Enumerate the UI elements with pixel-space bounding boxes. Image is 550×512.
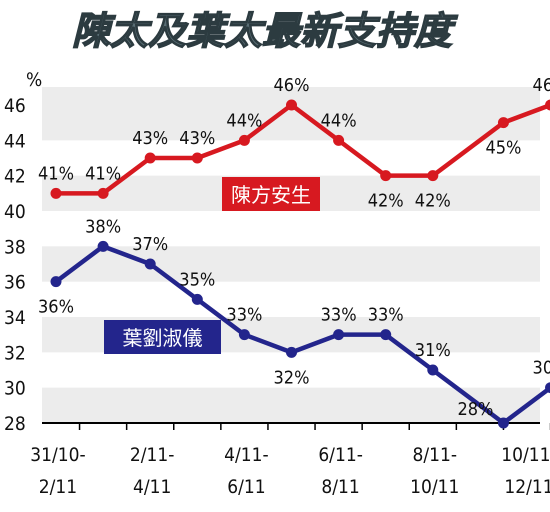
data-point bbox=[380, 170, 392, 182]
series-tag-label: 葉劉淑儀 bbox=[123, 326, 203, 350]
x-tick-label: 8/11 bbox=[321, 476, 359, 498]
data-point bbox=[286, 346, 297, 358]
grid-band bbox=[42, 105, 540, 141]
data-label: 31% bbox=[415, 340, 451, 361]
data-label: 44% bbox=[321, 110, 357, 131]
data-point bbox=[144, 152, 156, 164]
x-tick-label: 6/11- bbox=[318, 444, 363, 466]
y-tick-label: 38 bbox=[4, 236, 26, 258]
data-point bbox=[50, 276, 62, 288]
y-tick-label: 42 bbox=[4, 166, 26, 188]
y-tick-label: 36 bbox=[4, 272, 26, 294]
series-tag-box bbox=[104, 320, 221, 354]
data-label: 33% bbox=[226, 305, 262, 326]
data-point bbox=[191, 152, 203, 164]
data-label: 38% bbox=[85, 216, 121, 237]
y-axis-unit: % bbox=[26, 69, 42, 91]
series-tag-2: 葉劉淑儀 bbox=[104, 320, 221, 354]
x-tick-label: 8/11- bbox=[413, 444, 458, 466]
data-label: 44% bbox=[226, 110, 262, 131]
data-label: 41% bbox=[85, 163, 121, 184]
data-point bbox=[497, 417, 509, 429]
y-tick-label: 30 bbox=[4, 378, 26, 400]
data-point bbox=[97, 240, 109, 252]
grid-band bbox=[42, 87, 540, 105]
data-point bbox=[497, 117, 509, 129]
y-tick-label: 44 bbox=[4, 130, 26, 152]
data-label: 33% bbox=[321, 305, 357, 326]
data-point bbox=[238, 329, 250, 341]
data-label: 46% bbox=[533, 75, 550, 96]
data-label: 42% bbox=[415, 191, 451, 212]
x-tick-label: 6/11 bbox=[227, 476, 265, 498]
x-tick-label: 12/11 bbox=[504, 476, 550, 498]
y-tick-label: 28 bbox=[4, 413, 26, 435]
data-point bbox=[238, 134, 250, 146]
data-point bbox=[545, 382, 550, 394]
x-tick-label: 2/11 bbox=[39, 476, 77, 498]
data-point bbox=[333, 134, 345, 146]
y-tick-label: 46 bbox=[4, 95, 26, 117]
data-label: 28% bbox=[457, 399, 493, 420]
chart-title: 陳太及葉太最新支持度 bbox=[72, 9, 458, 53]
data-point bbox=[286, 99, 297, 111]
data-point bbox=[333, 329, 345, 341]
y-tick-label: 34 bbox=[4, 307, 26, 329]
data-label: 43% bbox=[132, 128, 168, 149]
series-tag-box bbox=[222, 177, 320, 211]
series-1: 41% 41% 43% 43% 44% 46% 44% 42% 42% 45% 46% bbox=[38, 75, 550, 212]
grid-band bbox=[42, 387, 540, 423]
data-point bbox=[50, 187, 62, 199]
data-point bbox=[545, 99, 550, 111]
data-label: 43% bbox=[179, 128, 215, 149]
y-tick-label: 32 bbox=[4, 342, 26, 364]
series-2: 36% 38% 37% 35% 33% 32% 33% 33% 31% 28% 30% bbox=[38, 216, 550, 429]
x-tick-label: 2/11- bbox=[130, 444, 175, 466]
series-group: 41%41%43%43%44%46%44%42%42%45%46%36%38%3… bbox=[38, 75, 550, 429]
x-tick-label: 10/11 bbox=[410, 476, 459, 498]
y-axis-ticks: 28 30 32 34 36 38 40 42 44 46 bbox=[4, 95, 26, 435]
data-point bbox=[144, 258, 156, 270]
data-label: 33% bbox=[368, 305, 404, 326]
data-point bbox=[427, 364, 439, 376]
data-label: 35% bbox=[179, 269, 215, 290]
data-label: 45% bbox=[485, 138, 521, 159]
data-point bbox=[380, 329, 392, 341]
y-tick-label: 40 bbox=[4, 201, 26, 223]
data-label: 30% bbox=[533, 358, 550, 379]
data-point bbox=[97, 187, 109, 199]
series-tag-1: 陳方安生 bbox=[222, 177, 320, 211]
data-label: 37% bbox=[132, 234, 168, 255]
x-tick-label: 31/10- bbox=[30, 444, 85, 466]
data-point bbox=[427, 170, 439, 182]
series-tag-label: 陳方安生 bbox=[231, 183, 311, 207]
data-label: 42% bbox=[368, 191, 404, 212]
x-tick-label: 10/11- bbox=[501, 444, 550, 466]
x-axis-ticks: 31/10- 2/11 2/11- 4/11 4/11- 6/11 6/11- 8/11 8/1… bbox=[30, 423, 550, 498]
x-tick-label: 4/11 bbox=[133, 476, 171, 498]
x-tick-label: 4/11- bbox=[224, 444, 269, 466]
data-label: 32% bbox=[274, 367, 310, 388]
data-label: 46% bbox=[274, 75, 310, 96]
data-label: 36% bbox=[38, 297, 74, 318]
data-point bbox=[191, 293, 203, 305]
data-label: 41% bbox=[38, 163, 74, 184]
